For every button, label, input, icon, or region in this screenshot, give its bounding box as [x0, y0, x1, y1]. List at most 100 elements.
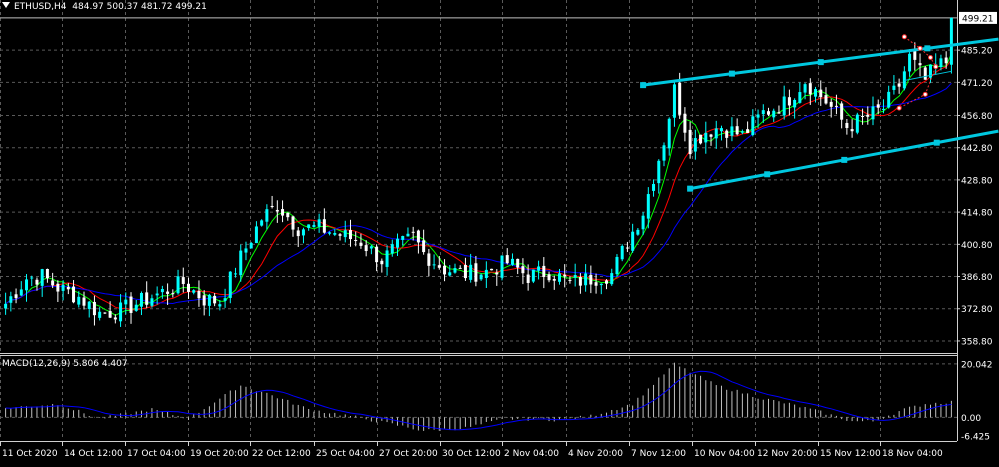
candle-body — [902, 71, 906, 89]
candle-body — [223, 298, 227, 301]
price-label: 485.20 — [961, 47, 993, 57]
channel-handle[interactable] — [764, 171, 771, 178]
candle-body — [908, 53, 912, 72]
candle-body — [578, 277, 582, 286]
candle-body — [448, 272, 452, 276]
candle-body — [385, 250, 389, 267]
time-label: 14 Oct 12:00 — [64, 449, 123, 459]
candle-body — [239, 250, 243, 276]
candle-body — [92, 301, 96, 316]
channel-handle[interactable] — [841, 156, 848, 163]
channel-handle[interactable] — [933, 139, 940, 146]
candle-body — [746, 129, 750, 133]
candle-body — [740, 131, 744, 133]
candle-body — [735, 126, 739, 135]
candle-body — [333, 233, 337, 235]
time-label: 15 Nov 12:00 — [820, 449, 881, 459]
candle-body — [510, 258, 514, 265]
candle-body — [944, 57, 948, 64]
channel-handle[interactable] — [817, 59, 824, 66]
price-pattern[interactable] — [896, 34, 939, 111]
candle-body — [317, 219, 321, 227]
candle-body — [568, 279, 572, 281]
time-label: 7 Nov 12:00 — [631, 449, 686, 459]
candle-body — [103, 312, 107, 314]
price-label: 372.80 — [961, 305, 993, 315]
candle-body — [254, 226, 258, 244]
candle-body — [30, 277, 34, 279]
candle-body — [119, 302, 123, 322]
ma-mid-line — [5, 59, 952, 311]
candle-body — [761, 110, 765, 115]
price-label: 386.80 — [961, 273, 993, 283]
candle-body — [458, 267, 462, 269]
candle-body — [542, 265, 546, 277]
candle-body — [871, 106, 875, 120]
candle-body — [939, 58, 943, 68]
candle-body — [234, 273, 238, 275]
candle-body — [359, 242, 363, 246]
current-price-label: 499.21 — [962, 14, 994, 24]
candle-body — [301, 229, 305, 236]
candle-body — [913, 50, 917, 60]
candle-body — [275, 209, 279, 212]
candle-body — [155, 293, 159, 296]
candle-body — [281, 209, 285, 216]
candle-body — [646, 194, 650, 219]
candle-body — [338, 234, 342, 236]
candle-body — [850, 129, 854, 132]
candle-body — [14, 294, 18, 299]
price-label: 400.80 — [961, 241, 993, 251]
candle-body — [573, 275, 577, 278]
candle-body — [443, 265, 447, 275]
pattern-point[interactable] — [922, 91, 928, 97]
candle-body — [881, 108, 885, 110]
candle-body — [782, 96, 786, 116]
candle-body — [537, 266, 541, 271]
channel-handle[interactable] — [687, 185, 694, 192]
pattern-point[interactable] — [927, 55, 933, 61]
pattern-point[interactable] — [901, 34, 907, 40]
candle-body — [840, 103, 844, 120]
price-label: 428.80 — [961, 176, 993, 186]
grid — [0, 0, 958, 442]
candle-body — [207, 294, 211, 306]
candle-body — [662, 145, 666, 161]
pattern-line[interactable] — [898, 36, 937, 109]
candle-body — [134, 304, 138, 311]
candle-body — [286, 212, 290, 218]
candle-body — [77, 296, 81, 305]
time-label: 4 Nov 20:00 — [568, 449, 623, 459]
trend-channel[interactable] — [640, 37, 999, 192]
collapse-triangle-icon[interactable] — [2, 2, 10, 8]
candle-body — [296, 230, 300, 237]
candle-body — [463, 264, 467, 279]
macd-title: MACD(12,26,9) 5.806 4.407 — [2, 359, 128, 370]
candle-body — [484, 269, 488, 278]
pattern-point[interactable] — [896, 105, 902, 111]
candle-body — [552, 279, 556, 281]
candle-body — [803, 84, 807, 93]
channel-handle[interactable] — [924, 45, 931, 52]
candle-body — [814, 89, 818, 97]
channel-mid-line[interactable] — [904, 70, 952, 82]
candle-body — [672, 84, 676, 118]
time-label: 12 Nov 20:00 — [757, 449, 818, 459]
pattern-point[interactable] — [933, 64, 939, 70]
candle-body — [876, 104, 880, 108]
candle-body — [787, 97, 791, 106]
candle-body — [364, 245, 368, 252]
pattern-point[interactable] — [917, 45, 923, 51]
channel-handle[interactable] — [728, 70, 735, 77]
candle-body — [166, 291, 170, 294]
candle-body — [500, 255, 504, 278]
time-label: 17 Oct 04:00 — [127, 449, 186, 459]
time-label: 18 Nov 04:00 — [882, 449, 943, 459]
candle-body — [855, 114, 859, 133]
candle-body — [108, 310, 112, 318]
channel-handle[interactable] — [640, 82, 647, 89]
candle-body — [66, 286, 70, 290]
candle-body — [605, 280, 609, 284]
